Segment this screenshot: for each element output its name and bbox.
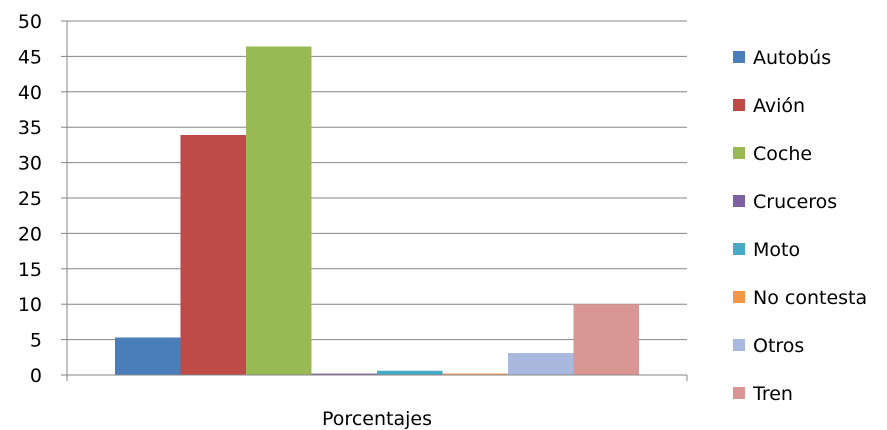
bar: [115, 337, 181, 375]
legend-swatch: [733, 243, 745, 255]
y-tick-label: 20: [18, 223, 42, 245]
bar: [377, 370, 443, 375]
legend-label: Tren: [752, 383, 793, 405]
legend-swatch: [733, 195, 745, 207]
bar: [246, 46, 312, 375]
legend-swatch: [733, 99, 745, 111]
legend-swatch: [733, 147, 745, 159]
bar: [180, 134, 246, 375]
y-tick-label: 10: [18, 294, 42, 316]
legend-label: Autobús: [753, 47, 831, 69]
bar: [508, 353, 574, 375]
y-tick-label: 15: [18, 259, 42, 281]
y-tick-label: 50: [18, 11, 42, 33]
legend-label: Coche: [753, 143, 812, 165]
bar: [573, 304, 639, 375]
bar: [442, 373, 508, 375]
legend-swatch: [733, 387, 745, 399]
legend-swatch: [733, 291, 745, 303]
y-tick-label: 25: [18, 188, 42, 210]
axes: [66, 21, 688, 381]
legend-label: Cruceros: [753, 191, 837, 213]
y-tick-label: 45: [18, 46, 42, 68]
y-tick-label: 35: [18, 117, 42, 139]
bar: [311, 373, 377, 375]
y-tick-label: 40: [18, 82, 42, 104]
y-tick-label: 30: [18, 153, 42, 175]
legend-swatch: [733, 51, 745, 63]
y-tick-label: 5: [30, 330, 42, 352]
x-category-label: Porcentajes: [322, 408, 432, 430]
y-tick-label: 0: [30, 365, 42, 387]
y-tick-labels: 0 5 10 15 20 25 30 35 40 45 50: [18, 11, 42, 387]
legend-label: Avión: [753, 95, 805, 117]
bars: [115, 46, 639, 375]
legend-label: Otros: [753, 335, 804, 357]
legend-swatch: [733, 339, 745, 351]
legend-label: No contesta: [753, 287, 867, 309]
legend: Autobús Avión Coche Cruceros Moto No contesta…: [733, 47, 867, 405]
legend-label: Moto: [753, 239, 800, 261]
